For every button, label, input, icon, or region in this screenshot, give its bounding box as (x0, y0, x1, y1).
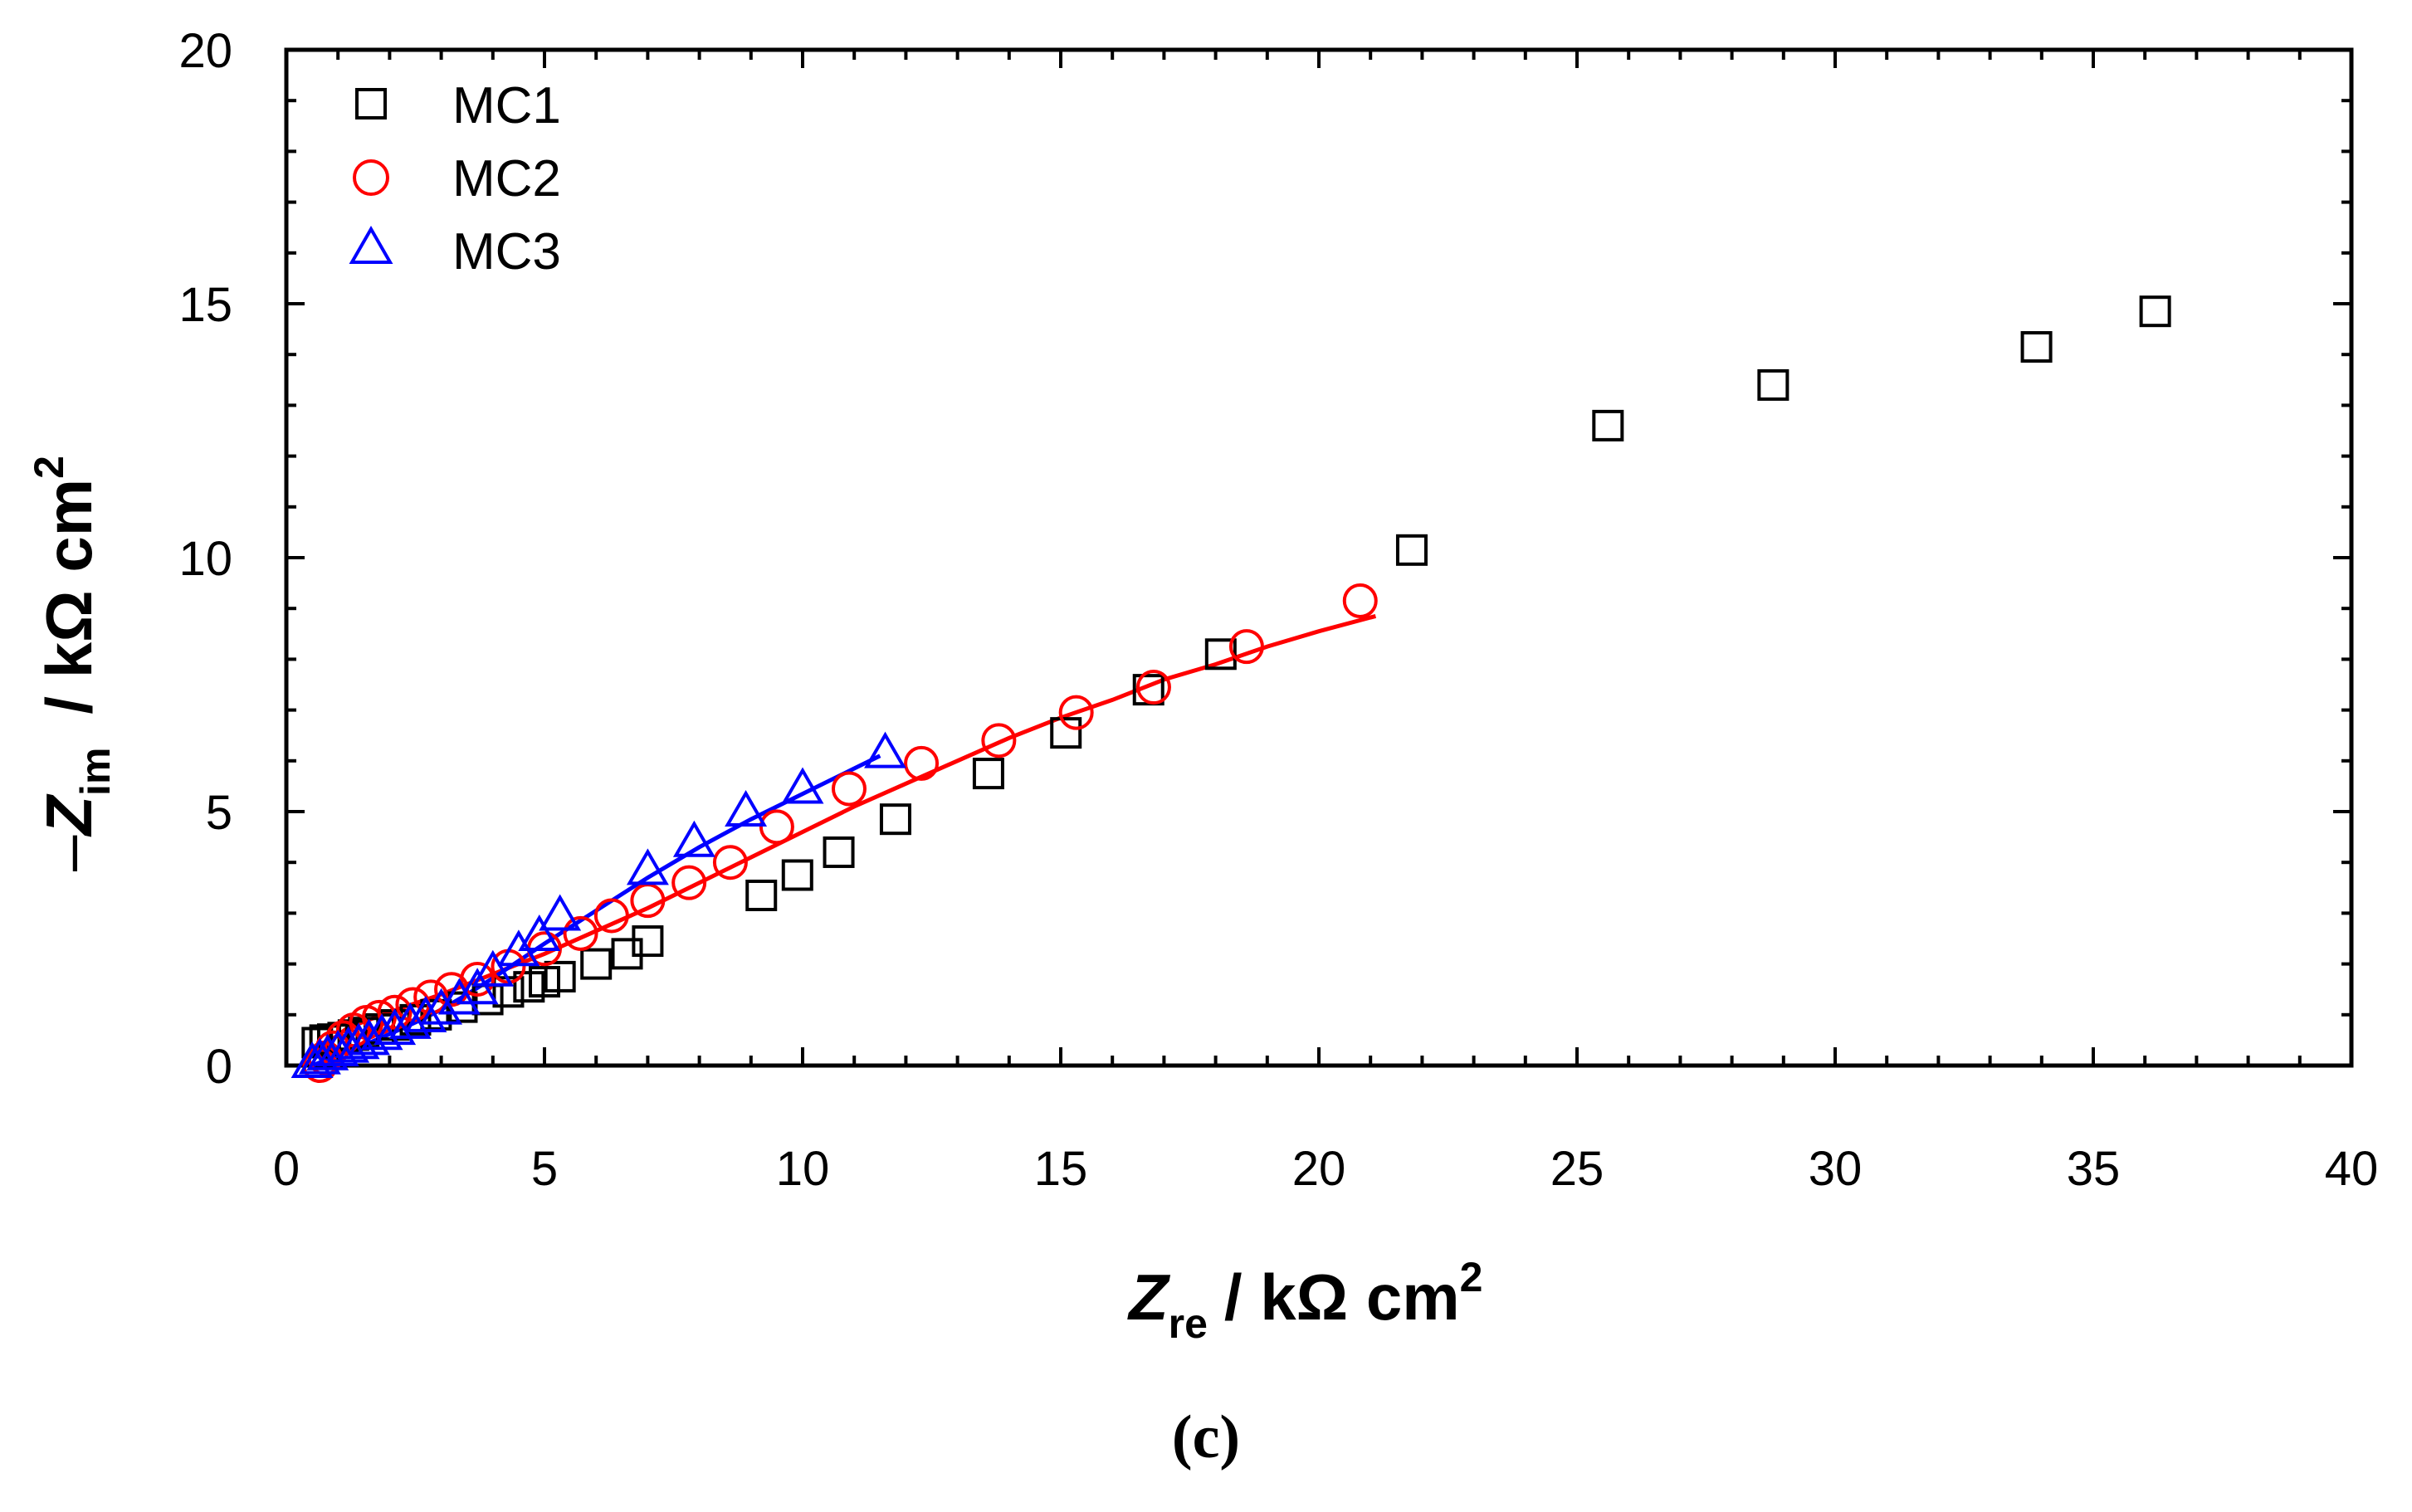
point-mc2 (671, 865, 707, 900)
y-axis-subscript: im (72, 748, 119, 796)
point-mc3 (864, 731, 906, 768)
point-mc1 (1132, 674, 1164, 706)
point-mc3 (404, 995, 447, 1032)
x-tick-label: 25 (1550, 1142, 1604, 1196)
y-tick-label: 20 (178, 24, 232, 78)
point-mc3 (781, 767, 824, 804)
point-mc1 (879, 803, 911, 836)
point-mc1 (632, 925, 664, 958)
y-axis-prefix: – (32, 835, 105, 871)
point-mc3 (471, 949, 515, 987)
legend-marker-mc1 (355, 88, 387, 119)
point-mc3 (374, 1008, 417, 1046)
y-axis-superscript: 2 (26, 456, 72, 479)
point-mc2 (831, 771, 867, 807)
point-mc1 (745, 879, 778, 911)
legend-marker-mc2 (353, 159, 389, 196)
point-mc1 (2139, 295, 2171, 328)
point-mc2 (460, 961, 496, 997)
point-mc1 (1204, 638, 1237, 671)
fit-lines (311, 613, 1377, 1068)
x-axis-symbol: Z (1127, 1261, 1171, 1334)
fit-line-mc2 (318, 613, 1377, 1066)
axis-ticks (285, 48, 2353, 1067)
point-mc1 (580, 948, 613, 980)
point-mc3 (725, 790, 768, 827)
point-mc1 (1050, 717, 1082, 749)
legend-label-mc3: MC3 (452, 223, 561, 280)
point-mc1 (823, 836, 855, 868)
point-mc2 (712, 845, 748, 880)
x-axis-unit: / kΩ cm (1224, 1261, 1460, 1334)
point-mc3 (437, 978, 481, 1015)
point-mc2 (981, 723, 1017, 758)
x-tick-label: 20 (1292, 1142, 1346, 1196)
point-mc1 (972, 758, 1004, 790)
x-tick-label: 0 (273, 1142, 300, 1196)
point-mc3 (327, 1026, 370, 1063)
point-mc3 (298, 1037, 341, 1075)
panel-label: (c) (1171, 1403, 1241, 1471)
x-axis-subscript: re (1169, 1300, 1208, 1347)
point-mc2 (413, 979, 449, 1015)
y-axis-title: –Zim / kΩ cm2 (26, 456, 119, 871)
point-mc1 (2020, 331, 2053, 363)
point-mc2 (1228, 629, 1264, 665)
data-markers (291, 295, 2171, 1083)
y-tick-label: 10 (178, 532, 232, 586)
x-tick-label: 35 (2067, 1142, 2121, 1196)
tick-labels: 0 5 10 15 20 25 30 35 40 0 5 10 15 20 (178, 24, 2378, 1196)
x-tick-label: 40 (2325, 1142, 2379, 1196)
x-tick-label: 15 (1034, 1142, 1088, 1196)
x-axis-superscript: 2 (1460, 1254, 1483, 1300)
point-mc1 (1757, 368, 1789, 401)
point-mc3 (672, 820, 715, 857)
point-mc3 (518, 914, 561, 951)
x-tick-label: 5 (531, 1142, 558, 1196)
legend-label-mc1: MC1 (452, 77, 561, 134)
point-mc3 (420, 988, 463, 1025)
x-tick-label: 30 (1809, 1142, 1863, 1196)
y-axis-symbol: Z (32, 793, 105, 837)
point-mc1 (1592, 409, 1624, 441)
x-tick-label: 10 (776, 1142, 830, 1196)
point-mc2 (1135, 670, 1171, 705)
point-mc3 (456, 968, 499, 1005)
y-tick-label: 0 (206, 1040, 232, 1094)
point-mc3 (360, 1013, 403, 1051)
y-axis-unit: / kΩ cm (32, 479, 105, 715)
point-mc3 (306, 1033, 349, 1071)
point-mc3 (539, 894, 582, 931)
y-tick-label: 5 (206, 786, 232, 840)
point-mc2 (1058, 695, 1094, 730)
y-tick-label: 15 (178, 278, 232, 332)
point-mc2 (361, 999, 397, 1035)
point-mc2 (377, 994, 413, 1030)
legend: MC1 MC2 MC3 (349, 77, 561, 280)
point-mc2 (759, 809, 794, 845)
point-mc2 (1342, 583, 1378, 619)
point-mc2 (563, 915, 598, 951)
point-mc3 (388, 1002, 432, 1039)
legend-label-mc2: MC2 (452, 150, 561, 207)
point-mc1 (1395, 534, 1428, 566)
legend-marker-mc3 (349, 225, 393, 264)
point-mc1 (781, 859, 813, 891)
point-mc1 (544, 960, 576, 993)
x-axis-title: Zre / kΩ cm2 (1127, 1254, 1482, 1347)
point-mc2 (593, 898, 629, 934)
point-mc2 (904, 745, 940, 781)
point-mc3 (626, 848, 669, 885)
